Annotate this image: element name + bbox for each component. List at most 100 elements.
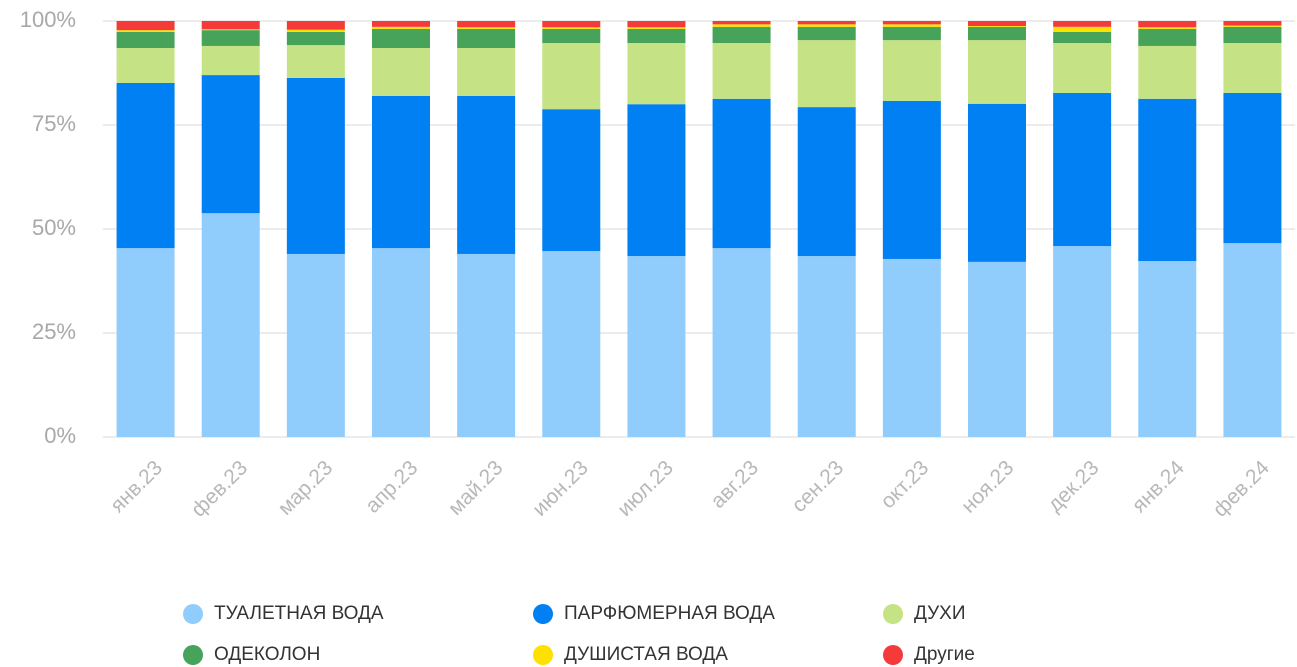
y-tick-label: 75% <box>32 111 76 136</box>
bar-segment <box>627 28 686 44</box>
x-tick-label: апр.23 <box>361 456 422 517</box>
bar-segment <box>968 25 1026 27</box>
legend-label: Другие <box>914 644 975 665</box>
x-tick-label: ноя.23 <box>957 456 1018 517</box>
bar-segment <box>882 24 941 27</box>
bar-segment <box>712 24 771 27</box>
bar-segment <box>797 107 856 257</box>
bar-segment <box>457 28 516 49</box>
bar-segment <box>201 213 260 437</box>
bar-segment <box>286 31 345 46</box>
x-tick-label: сен.23 <box>787 456 848 517</box>
bar-segment <box>712 43 771 99</box>
x-tick-label: янв.23 <box>106 456 167 517</box>
legend-label: ДУШИСТАЯ ВОДА <box>564 644 728 665</box>
bar-segment <box>372 21 430 27</box>
bar-segment <box>286 29 345 32</box>
legend-label: ТУАЛЕТНАЯ ВОДА <box>214 603 384 624</box>
y-tick-label: 50% <box>32 215 76 240</box>
y-tick-label: 25% <box>32 319 76 344</box>
bar-segment <box>542 43 601 110</box>
bar-segment <box>457 253 516 437</box>
x-tick-label: авг.23 <box>706 456 763 513</box>
legend-marker <box>883 604 903 624</box>
bar-segment <box>116 21 175 31</box>
bar-segment <box>201 75 260 214</box>
bar-segment <box>1223 26 1282 44</box>
bar-segment <box>116 82 175 249</box>
legend-marker <box>183 645 203 665</box>
bar-segment <box>1223 25 1282 27</box>
bar-segment <box>1138 261 1197 437</box>
bar-segment <box>1053 246 1112 437</box>
bar-segment <box>372 26 430 29</box>
legend-label: ДУХИ <box>914 603 965 624</box>
y-tick-label: 100% <box>20 7 76 32</box>
bar-segment <box>286 21 345 30</box>
bar-segment <box>1223 21 1282 26</box>
bar-segment <box>712 248 771 437</box>
bar-segment <box>372 28 430 49</box>
x-tick-label: фев.24 <box>1209 456 1274 521</box>
bar-segment <box>457 21 516 28</box>
bar-segment <box>201 29 260 31</box>
bar-segment <box>542 109 601 252</box>
bar-segment <box>372 248 430 437</box>
bar-segment <box>1053 21 1112 27</box>
bar-segment <box>797 26 856 41</box>
bar-segment <box>1138 98 1197 262</box>
bar-segment <box>627 256 686 437</box>
bar-segment <box>1053 92 1112 247</box>
bar-segment <box>542 21 601 28</box>
bar-segment <box>627 104 686 257</box>
bar-segment <box>797 21 856 25</box>
bar-segment <box>882 40 941 101</box>
bar-segment <box>627 21 686 28</box>
bar-segment <box>1223 43 1282 93</box>
bar-segment <box>286 45 345 78</box>
bar-segment <box>116 31 175 49</box>
bar-segment <box>627 27 686 29</box>
bar-segment <box>1223 92 1282 244</box>
x-tick-label: июн.23 <box>528 456 593 521</box>
bar-segment <box>372 48 430 96</box>
bar-segment <box>968 26 1026 41</box>
legend-marker <box>183 604 203 624</box>
legend-marker <box>533 604 553 624</box>
bar-segment <box>286 253 345 437</box>
bar-segment <box>882 26 941 41</box>
bar-segment <box>882 100 941 259</box>
bar-segment <box>797 256 856 437</box>
bar-segment <box>968 261 1026 437</box>
legend-label: ПАРФЮМЕРНАЯ ВОДА <box>564 603 775 624</box>
bar-segment <box>882 21 941 25</box>
x-tick-label: янв.24 <box>1128 456 1189 517</box>
bar-segment <box>1223 243 1282 437</box>
bar-segment <box>797 24 856 27</box>
legend-label: ОДЕКОЛОН <box>214 644 320 665</box>
bar-segment <box>797 40 856 108</box>
bar-segment <box>457 27 516 29</box>
bar-segment <box>116 48 175 83</box>
x-tick-label: фев.23 <box>187 456 252 521</box>
bar-segment <box>201 30 260 46</box>
x-tick-label: май.23 <box>444 456 508 520</box>
legend-marker <box>883 645 903 665</box>
bar-segment <box>712 21 771 25</box>
x-tick-label: июл.23 <box>613 456 678 521</box>
bar-segment <box>1138 27 1197 29</box>
bar-segment <box>286 77 345 254</box>
bar-segment <box>1053 31 1112 44</box>
bar-segment <box>627 43 686 105</box>
x-tick-label: мар.23 <box>274 456 338 520</box>
bar-segment <box>1053 43 1112 93</box>
bar-segment <box>712 98 771 249</box>
bar-segment <box>882 258 941 437</box>
bar-segment <box>201 45 260 76</box>
legend-marker <box>533 645 553 665</box>
x-tick-label: окт.23 <box>876 456 933 513</box>
bar-segment <box>542 251 601 437</box>
bar-segment <box>542 27 601 29</box>
bar-segment <box>372 95 430 249</box>
